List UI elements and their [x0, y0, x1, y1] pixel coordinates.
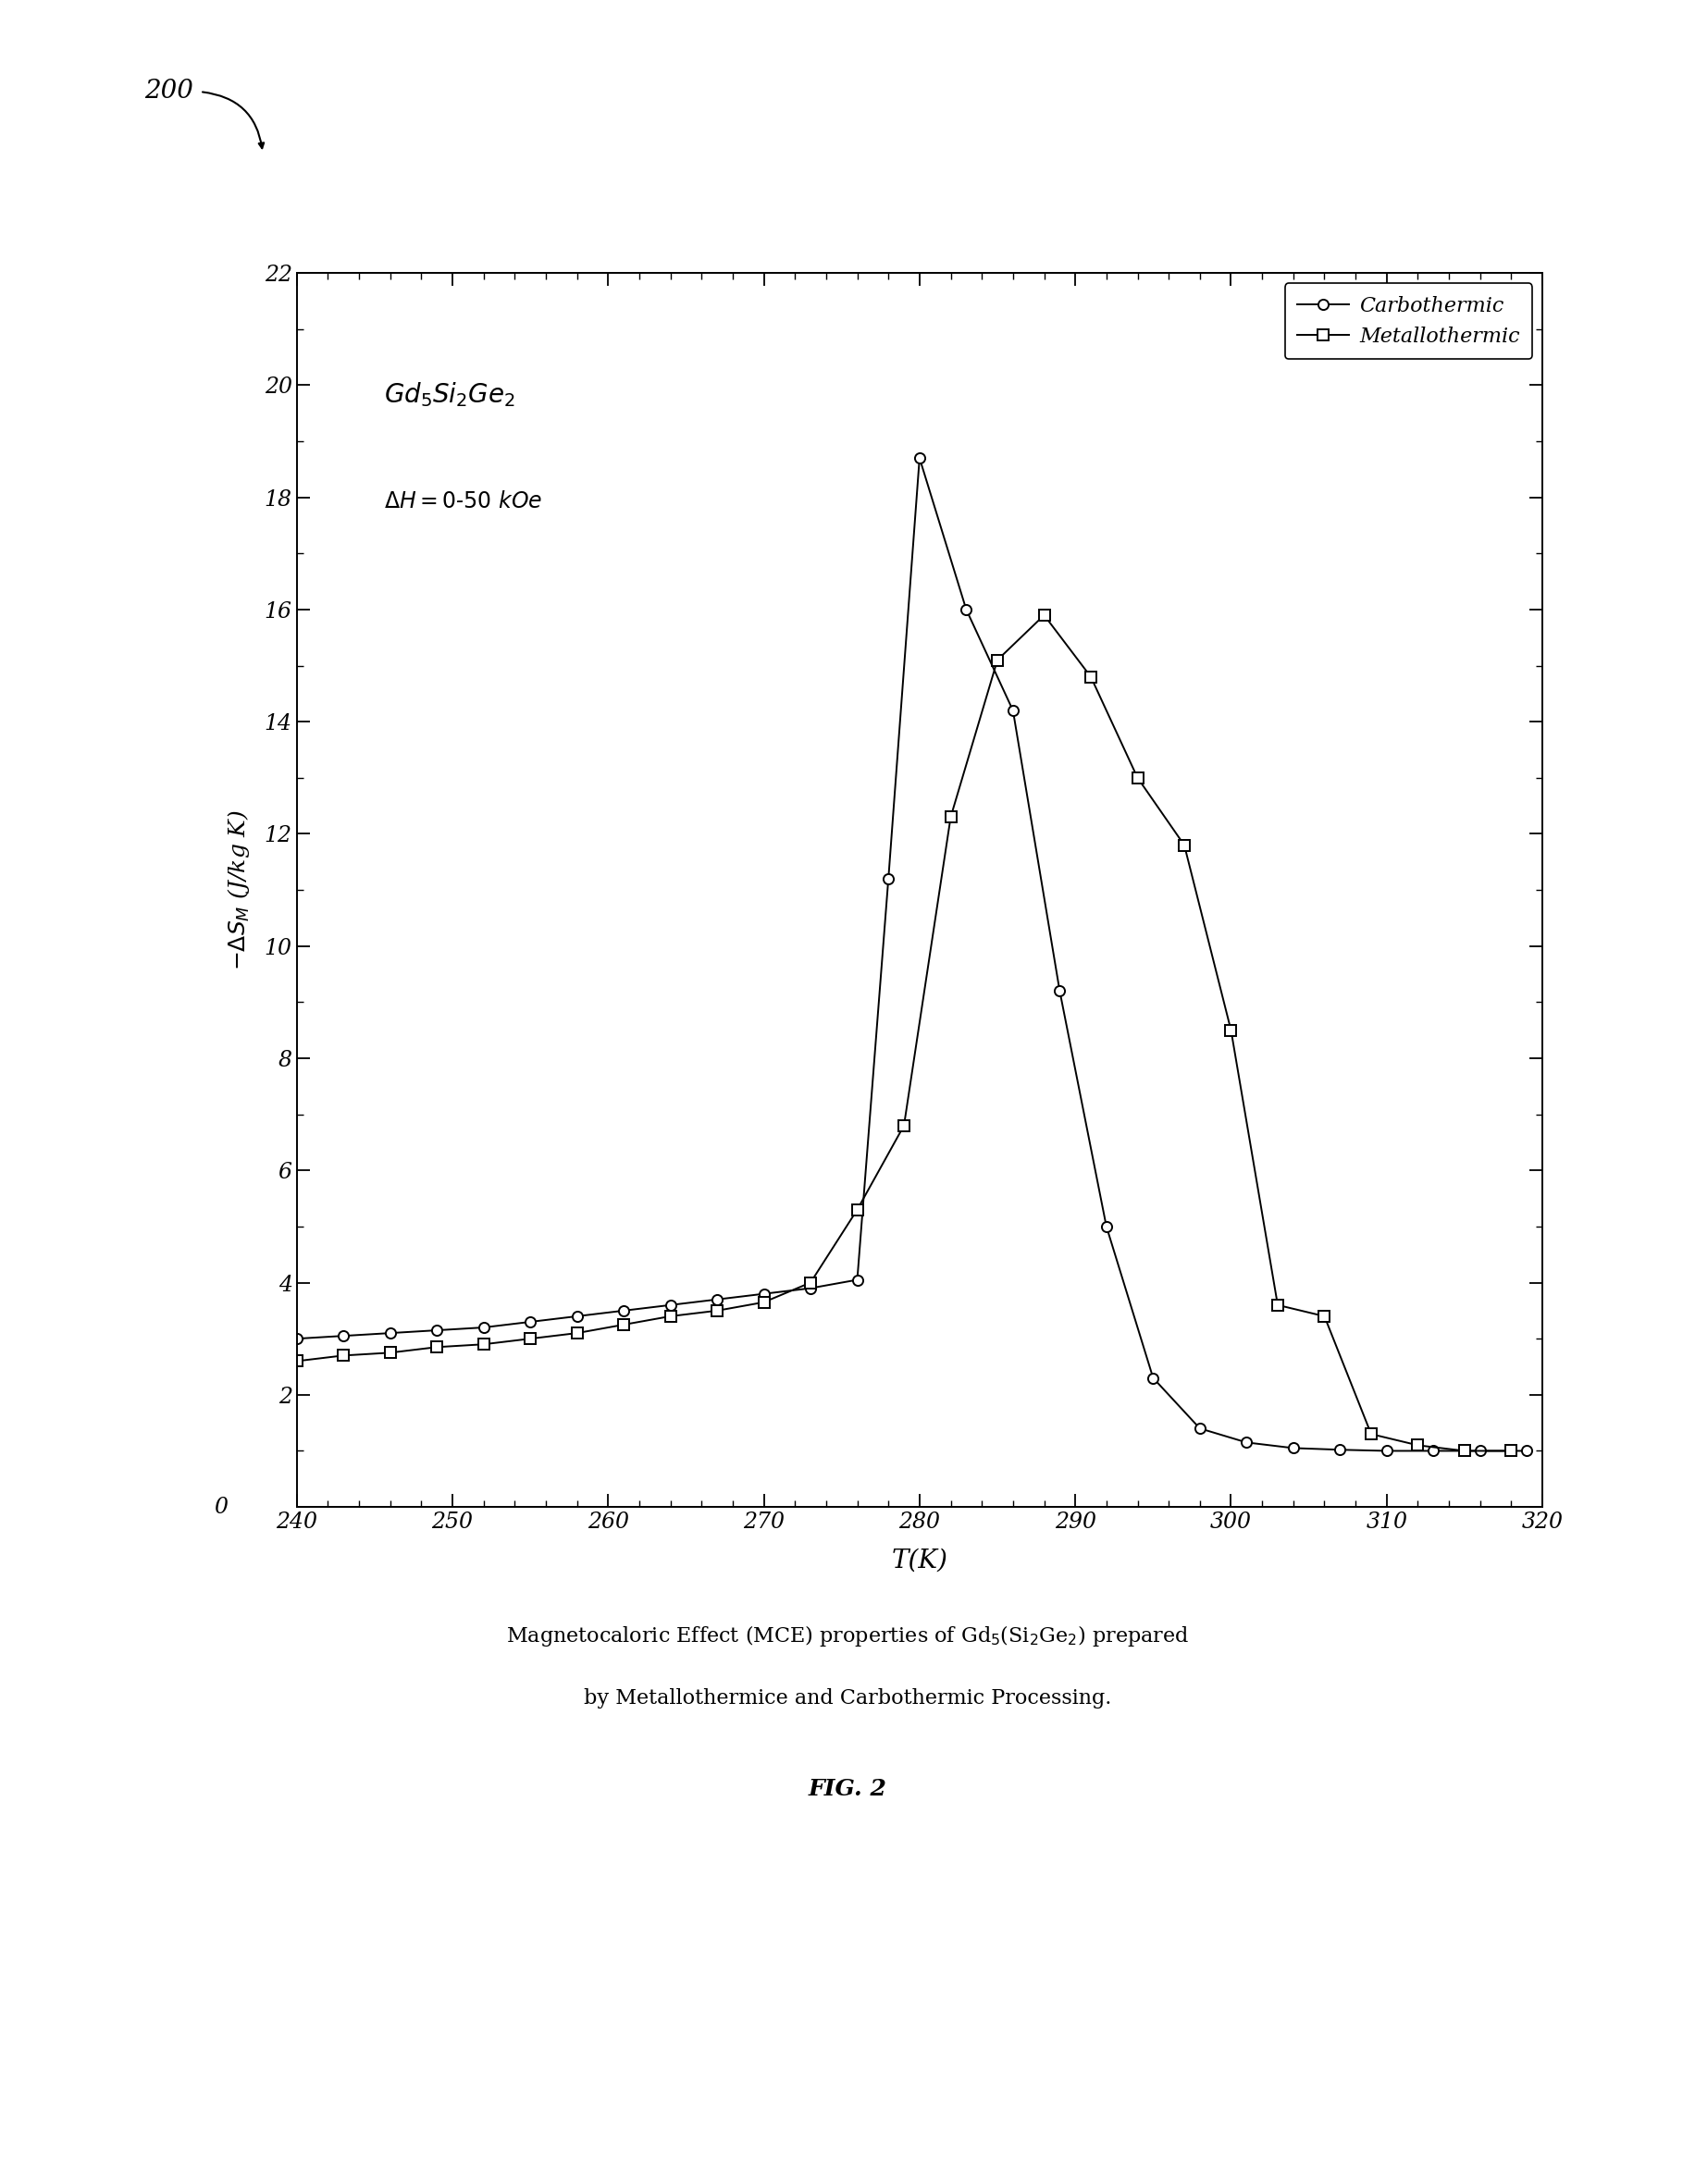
Carbothermic: [1424, 1437, 1444, 1463]
Carbothermic: [956, 596, 976, 622]
Carbothermic: [1283, 1435, 1303, 1461]
Carbothermic: [380, 1319, 400, 1345]
Metallothermic: [941, 804, 961, 830]
Metallothermic: [1361, 1422, 1381, 1448]
Metallothermic: [334, 1343, 354, 1369]
Carbothermic: [566, 1304, 586, 1330]
Metallothermic: [614, 1313, 634, 1339]
Metallothermic: [1175, 832, 1195, 858]
Metallothermic: [286, 1348, 307, 1374]
Carbothermic: [427, 1317, 447, 1343]
Legend: Carbothermic, Metallothermic: Carbothermic, Metallothermic: [1285, 284, 1532, 358]
Carbothermic: [800, 1275, 820, 1302]
Text: Magnetocaloric Effect (MCE) properties of Gd$_5$(Si$_2$Ge$_2$) prepared: Magnetocaloric Effect (MCE) properties o…: [507, 1625, 1188, 1649]
Carbothermic: [1049, 978, 1070, 1005]
Carbothermic: [1142, 1365, 1163, 1391]
Line: Carbothermic: Carbothermic: [292, 452, 1532, 1457]
Metallothermic: [800, 1269, 820, 1295]
Metallothermic: [986, 646, 1007, 673]
Carbothermic: [473, 1315, 493, 1341]
Carbothermic: [848, 1267, 868, 1293]
Carbothermic: [614, 1297, 634, 1324]
Text: by Metallothermice and Carbothermic Processing.: by Metallothermice and Carbothermic Proc…: [583, 1688, 1112, 1708]
Carbothermic: [1517, 1437, 1537, 1463]
Metallothermic: [661, 1304, 681, 1330]
Metallothermic: [707, 1297, 727, 1324]
Metallothermic: [520, 1326, 541, 1352]
Carbothermic: [1097, 1214, 1117, 1241]
Metallothermic: [1502, 1437, 1522, 1463]
Carbothermic: [1003, 697, 1024, 723]
Metallothermic: [380, 1339, 400, 1365]
Carbothermic: [1331, 1437, 1351, 1463]
Carbothermic: [707, 1286, 727, 1313]
Metallothermic: [1409, 1433, 1429, 1459]
Metallothermic: [427, 1334, 447, 1361]
Carbothermic: [334, 1324, 354, 1350]
Metallothermic: [1127, 764, 1148, 791]
Carbothermic: [1236, 1428, 1256, 1455]
Carbothermic: [910, 446, 931, 472]
Carbothermic: [878, 865, 898, 891]
Carbothermic: [520, 1308, 541, 1334]
Metallothermic: [1268, 1293, 1288, 1319]
Metallothermic: [1220, 1018, 1241, 1044]
Carbothermic: [1376, 1437, 1397, 1463]
Carbothermic: [661, 1293, 681, 1319]
Line: Metallothermic: Metallothermic: [292, 609, 1517, 1457]
Metallothermic: [1034, 603, 1054, 629]
Text: 200: 200: [144, 79, 193, 105]
Carbothermic: [1190, 1415, 1210, 1441]
Text: $\mathit{Gd_5Si_2Ge_2}$: $\mathit{Gd_5Si_2Ge_2}$: [383, 380, 515, 408]
Metallothermic: [848, 1197, 868, 1223]
Metallothermic: [1081, 664, 1102, 690]
Carbothermic: [754, 1280, 775, 1306]
Carbothermic: [1470, 1437, 1490, 1463]
Metallothermic: [893, 1112, 914, 1138]
Text: 0: 0: [214, 1496, 229, 1518]
Metallothermic: [473, 1332, 493, 1358]
Y-axis label: $-\Delta S_M$ (J/kg K): $-\Delta S_M$ (J/kg K): [225, 810, 251, 970]
Carbothermic: [286, 1326, 307, 1352]
Metallothermic: [1314, 1304, 1334, 1330]
X-axis label: T(K): T(K): [892, 1548, 948, 1572]
Metallothermic: [566, 1319, 586, 1345]
Metallothermic: [1454, 1437, 1475, 1463]
Text: FIG. 2: FIG. 2: [809, 1778, 886, 1800]
Metallothermic: [754, 1289, 775, 1315]
Text: $\mathit{\Delta H = 0}$-$\mathit{50\ kOe}$: $\mathit{\Delta H = 0}$-$\mathit{50\ kOe…: [383, 491, 542, 511]
